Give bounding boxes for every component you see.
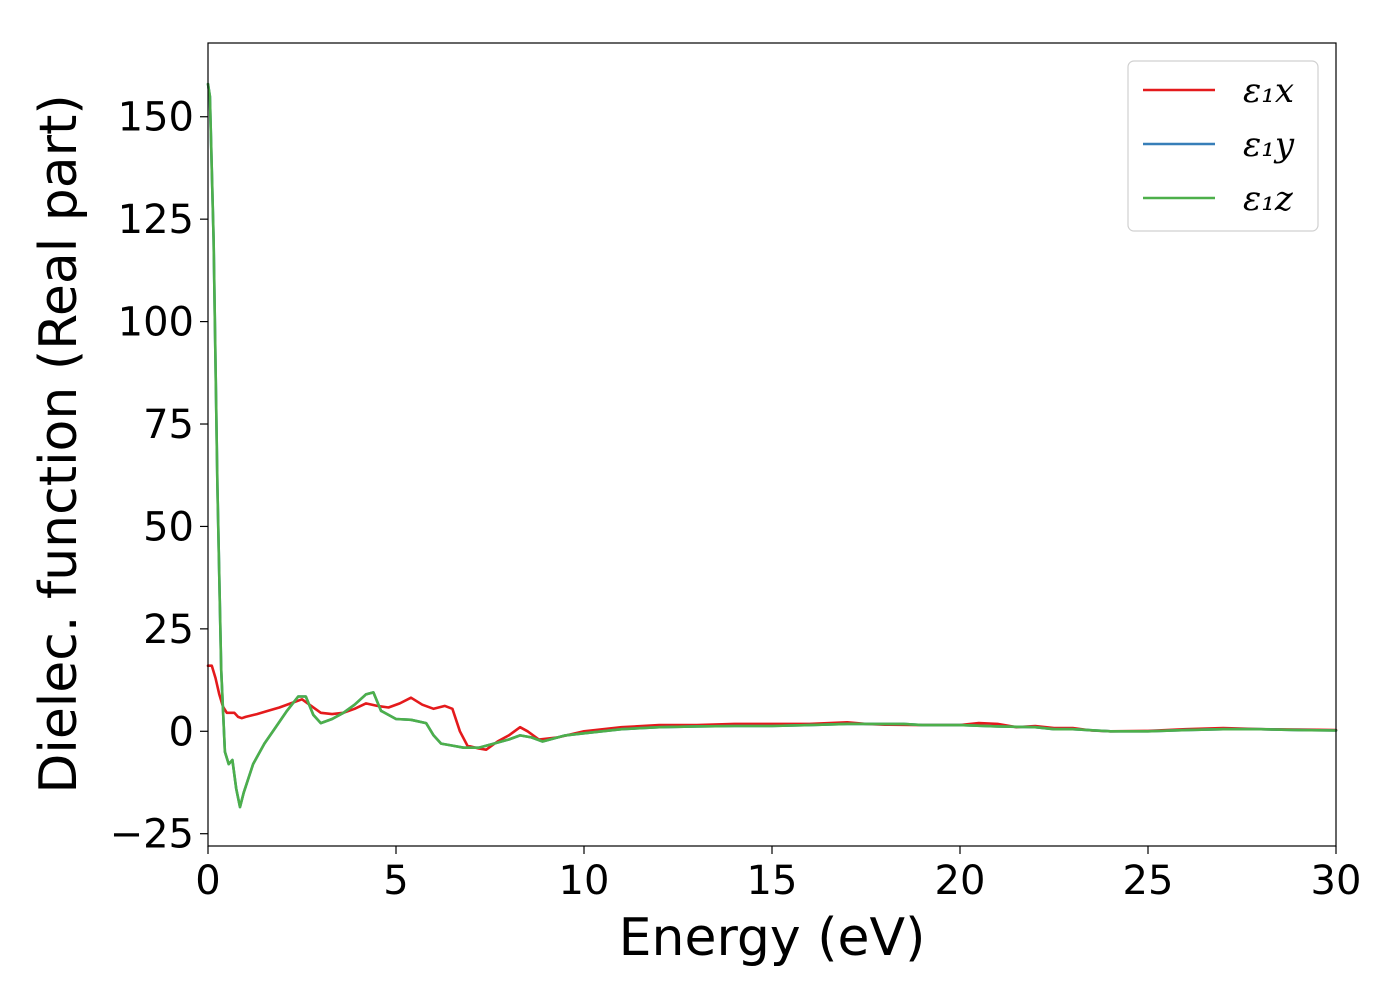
- series-line-0: [206, 664, 1338, 751]
- y-tick-label: 125: [118, 197, 194, 243]
- x-tick-label: 30: [1311, 858, 1362, 904]
- x-tick-label: 0: [195, 858, 220, 904]
- y-tick-label: 100: [118, 300, 194, 346]
- y-tick-label: 0: [169, 709, 194, 755]
- y-tick-label: 50: [143, 504, 194, 550]
- x-tick-label: 15: [747, 858, 798, 904]
- y-tick-label: 75: [143, 402, 194, 448]
- x-tick-label: 25: [1123, 858, 1174, 904]
- y-tick-label: 25: [143, 607, 194, 653]
- legend-box: [1127, 60, 1319, 232]
- y-tick-label: −25: [110, 812, 194, 858]
- x-tick-label: 10: [559, 858, 610, 904]
- y-axis-label: Dielec. function (Real part): [29, 94, 89, 793]
- y-axis-ticks: −25 0 25 50 75 100 125 150: [110, 95, 208, 858]
- legend-label-0: ε₁x: [1243, 71, 1294, 111]
- legend-label-1: ε₁y: [1243, 125, 1295, 165]
- x-tick-label: 5: [383, 858, 408, 904]
- x-axis-ticks: 0 5 10 15 20 25 30: [195, 846, 1361, 904]
- x-tick-label: 20: [935, 858, 986, 904]
- series-line-2: [206, 82, 1338, 809]
- y-tick-label: 150: [118, 95, 194, 141]
- series-lines: [206, 82, 1338, 809]
- legend: ε₁x ε₁y ε₁z: [1127, 60, 1319, 232]
- legend-label-2: ε₁z: [1243, 179, 1294, 219]
- x-axis-label: Energy (eV): [619, 908, 926, 968]
